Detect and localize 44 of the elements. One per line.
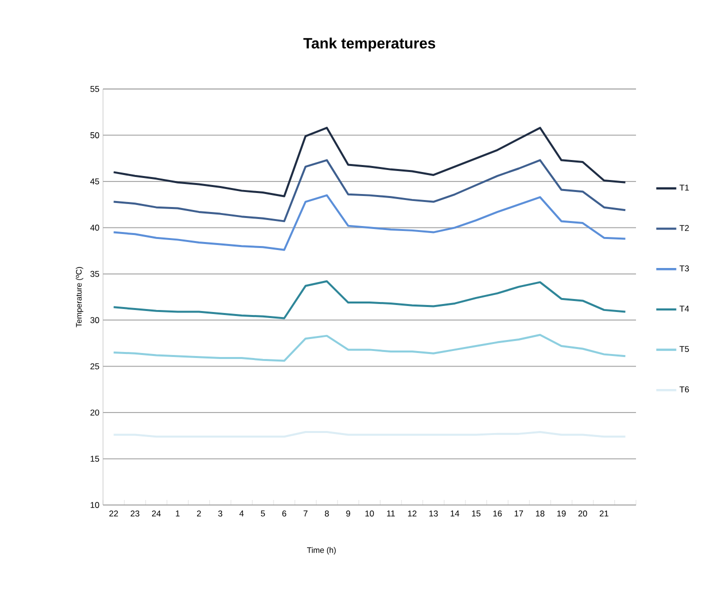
legend-label: T3	[680, 265, 689, 272]
legend-label: T4	[680, 306, 690, 312]
x-tick-label: 9	[346, 510, 350, 517]
line-series	[112, 194, 626, 251]
y-tick-label: 25	[90, 363, 100, 370]
y-tick-label: 20	[90, 410, 100, 416]
x-tick-label: 13	[429, 510, 438, 517]
x-tick-label: 12	[408, 510, 416, 516]
y-tick-label: 55	[90, 86, 100, 92]
x-tick-label: 18	[536, 510, 544, 517]
x-tick-label: 1	[176, 510, 180, 516]
x-tick-label: 6	[282, 510, 286, 517]
x-tick-label: 8	[324, 510, 329, 517]
legend-label: T5	[680, 346, 689, 352]
y-tick-label: 40	[90, 224, 100, 231]
chart-title: Tank temperatures	[303, 38, 436, 52]
x-tick-label: 23	[130, 510, 140, 517]
y-tick-label: 35	[90, 270, 100, 277]
x-tick-label: 10	[365, 510, 374, 517]
y-tick-label: 10	[90, 502, 100, 508]
x-tick-label: 21	[600, 510, 608, 516]
x-tick-label: 11	[387, 510, 395, 516]
x-tick-label: 19	[557, 510, 566, 517]
y-tick-label: 45	[90, 178, 100, 184]
x-tick-label: 3	[218, 510, 222, 517]
x-tick-label: 22	[109, 510, 118, 516]
x-tick-label: 17	[514, 510, 524, 516]
x-tick-label: 20	[578, 510, 588, 517]
x-tick-label: 14	[450, 510, 460, 516]
legend-label: T2	[680, 225, 689, 231]
x-tick-label: 2	[197, 510, 201, 516]
x-tick-label: 5	[260, 510, 265, 516]
x-tick-label: 15	[472, 510, 480, 516]
x-tick-label: 4	[239, 510, 244, 516]
x-tick-label: 24	[152, 510, 161, 516]
y-tick-label: 15	[90, 456, 100, 462]
legend-label: T1	[680, 184, 689, 191]
x-tick-label: 16	[493, 510, 502, 517]
x-tick-label: 7	[304, 510, 308, 516]
legend-label: T6	[680, 386, 689, 392]
line-series	[112, 159, 626, 222]
y-tick-label: 30	[90, 317, 100, 324]
line-series	[112, 280, 626, 320]
y-tick-label: 50	[90, 132, 100, 138]
